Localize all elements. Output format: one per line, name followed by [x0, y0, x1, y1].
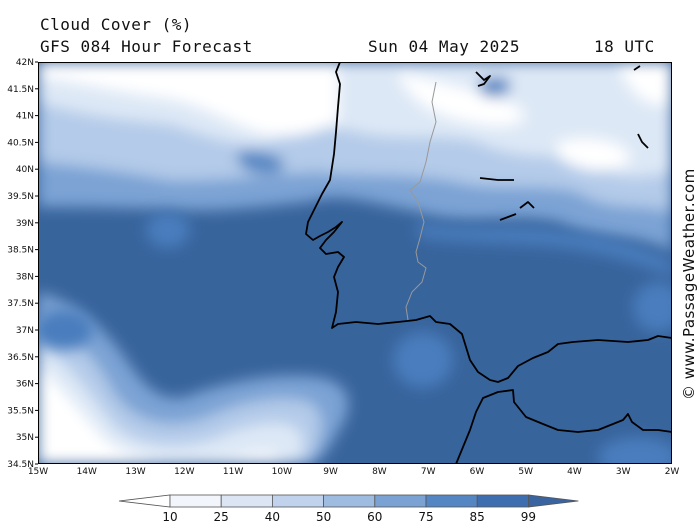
lon-label: 10W	[272, 467, 292, 477]
lon-label: 6W	[470, 467, 485, 477]
lon-label: 2W	[665, 467, 680, 477]
colorbar-segment	[271, 494, 324, 508]
colorbar-arrow-low	[118, 494, 171, 508]
lat-label: 36.5N	[7, 353, 34, 363]
mid-cloud-patches	[38, 212, 672, 464]
lon-label: 11W	[223, 467, 243, 477]
lat-label: 36N	[16, 380, 34, 390]
colorbar-label: 50	[315, 510, 332, 524]
lon-label: 3W	[616, 467, 631, 477]
iberia-coastline	[305, 62, 672, 383]
coastlines	[305, 62, 672, 464]
lat-label: 39.5N	[7, 192, 34, 202]
lon-label: 13W	[125, 467, 145, 477]
lat-label: 41.5N	[7, 85, 34, 95]
northern-cloud-band	[38, 62, 672, 252]
forecast-model: GFS 084 Hour Forecast	[40, 37, 253, 56]
colorbar-label: 85	[469, 510, 485, 524]
colorbar-label: 25	[213, 510, 229, 524]
colorbar-label: 40	[264, 510, 281, 524]
colorbar-label: 60	[367, 510, 383, 524]
lat-label: 37.5N	[7, 299, 34, 309]
watermark: © www.PassageWeather.com	[680, 168, 698, 400]
coast-fragment-ne	[637, 133, 649, 149]
lat-label: 34.5N	[7, 460, 34, 470]
lon-label: 9W	[323, 467, 338, 477]
balearic-island-3	[519, 201, 535, 209]
balearic-island-2	[499, 213, 517, 221]
map-title: Cloud Cover (%)	[40, 15, 192, 34]
lat-label: 42N	[16, 58, 34, 68]
colorbar-label: 99	[520, 510, 537, 524]
colorbar-segment	[220, 494, 273, 508]
portugal-spain-border	[405, 81, 437, 321]
lat-label: 38N	[16, 272, 34, 282]
colorbar-label: 10	[162, 510, 178, 524]
lat-label: 38.5N	[7, 246, 34, 256]
lat-label: 39N	[16, 219, 34, 229]
lat-label: 35.5N	[7, 406, 34, 416]
cloud-cover-map	[38, 62, 672, 464]
forecast-date: Sun 04 May 2025	[368, 37, 520, 56]
africa-coastline	[455, 389, 672, 464]
longitude-axis: 15W 14W 13W 12W 11W 10W 9W 8W 7W 6W 5W 4W 3W 2W	[28, 467, 680, 477]
coast-fragment-n	[633, 65, 641, 71]
colorbar-segment	[476, 494, 529, 508]
map-frame	[38, 62, 672, 464]
forecast-time: 18 UTC	[594, 37, 655, 56]
lon-label: 4W	[567, 467, 582, 477]
lon-label: 14W	[77, 467, 97, 477]
lon-label: 7W	[421, 467, 436, 477]
lat-label: 40.5N	[7, 138, 34, 148]
lon-label: 5W	[518, 467, 533, 477]
colorbar-segment	[169, 494, 222, 508]
southwest-clear-region	[38, 292, 349, 464]
balearic-island-1	[479, 177, 514, 181]
lat-label: 41N	[16, 112, 34, 122]
lat-label: 40N	[16, 165, 34, 175]
latitude-axis: 42N 41.5N 41N 40.5N 40N 39.5N 39N 38.5N 38N 37.5N…	[7, 58, 38, 470]
colorbar-label: 75	[418, 510, 434, 524]
colorbar	[118, 494, 579, 508]
lon-label: 12W	[174, 467, 194, 477]
colorbar-segment	[323, 494, 376, 508]
lat-label: 37N	[16, 326, 34, 336]
lat-label: 35N	[16, 433, 34, 443]
colorbar-segment	[374, 494, 427, 508]
lon-label: 15W	[28, 467, 48, 477]
lon-label: 8W	[372, 467, 387, 477]
colorbar-arrow-high	[527, 494, 579, 508]
galicia-inlet	[475, 71, 491, 87]
colorbar-segment	[425, 494, 478, 508]
